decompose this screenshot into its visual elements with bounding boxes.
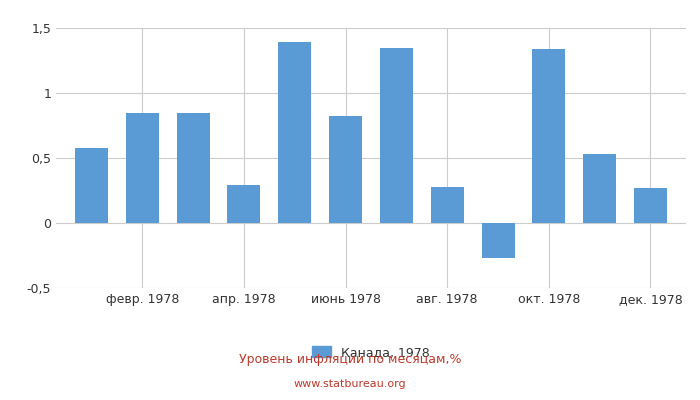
Bar — [583, 154, 616, 223]
Bar — [532, 49, 566, 223]
Legend: Канада, 1978: Канада, 1978 — [307, 341, 435, 364]
Bar — [176, 112, 210, 223]
Bar — [126, 112, 159, 223]
Bar — [634, 188, 667, 223]
Bar — [430, 186, 463, 223]
Bar — [228, 185, 260, 223]
Bar — [279, 42, 312, 223]
Bar — [75, 148, 108, 223]
Bar — [380, 48, 413, 223]
Bar — [482, 223, 514, 258]
Bar — [329, 116, 362, 223]
Text: Уровень инфляции по месяцам,%: Уровень инфляции по месяцам,% — [239, 354, 461, 366]
Text: www.statbureau.org: www.statbureau.org — [294, 379, 406, 389]
